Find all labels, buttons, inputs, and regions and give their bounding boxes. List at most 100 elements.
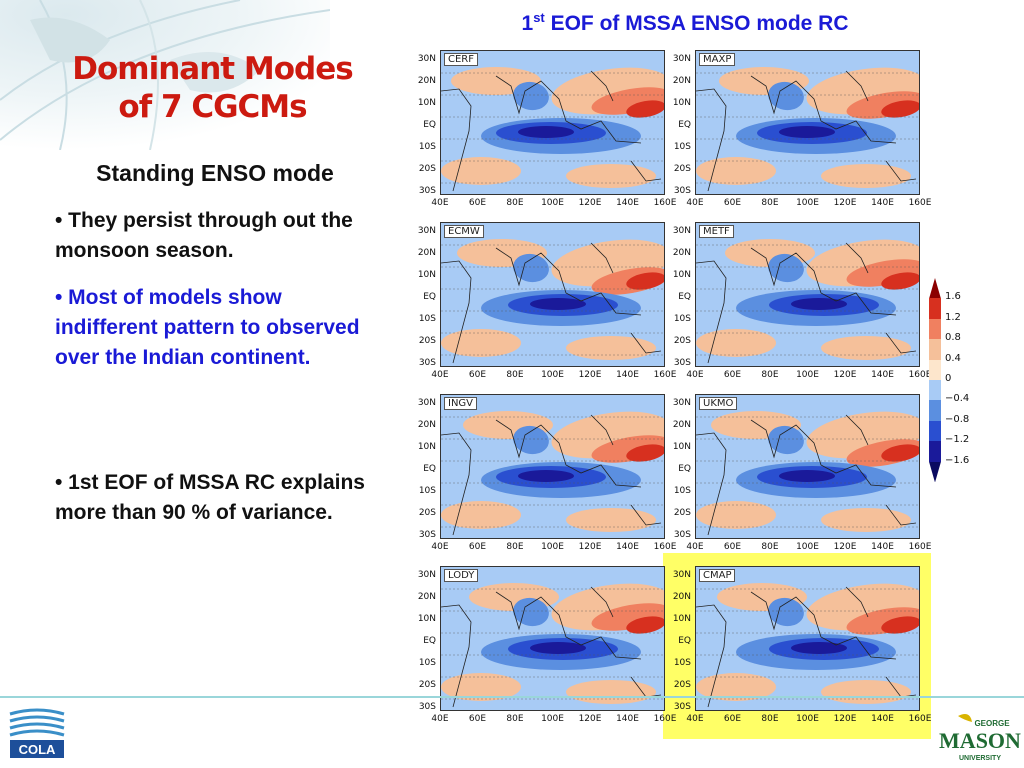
lat-tick-label: 20S (673, 680, 691, 690)
map-panel-label: UKMO (699, 397, 738, 410)
lat-tick-label: EQ (423, 636, 436, 646)
lon-tick-label: 160E (908, 542, 932, 552)
lat-tick-label: 30S (673, 530, 691, 540)
map-panel-lody: LODY 30N 20N 10N EQ 10S 20S 30S 40E 60E 80E 100E 120… (405, 566, 676, 736)
colorbar-label: −0.8 (945, 413, 970, 425)
lat-tick-label: EQ (678, 636, 691, 646)
anomaly-field (441, 67, 664, 192)
lat-tick-label: 20S (418, 508, 436, 518)
map-panel-label: ECMW (444, 225, 484, 238)
lat-tick-label: 20N (417, 76, 436, 86)
lon-tick-label: 140E (871, 542, 894, 552)
lon-tick-label: 100E (796, 370, 819, 380)
lon-tick-label: 140E (871, 714, 894, 724)
lon-tick-label: 80E (506, 198, 524, 208)
slide-subtitle: Standing ENSO mode (96, 160, 334, 186)
map-panel-label: LODY (444, 569, 479, 582)
bullet-2: • Most of models show indifferent patter… (55, 286, 360, 369)
map-panel-ukmo: UKMO 30N 20N 10N EQ 10S 20S 30S 40E 60E 80E 100E 120… (660, 394, 931, 564)
lon-tick-label: 40E (431, 714, 449, 724)
lat-tick-label: 10N (672, 614, 691, 624)
lon-tick-label: 80E (761, 198, 779, 208)
lat-tick-label: 20N (417, 248, 436, 258)
lon-tick-label: 100E (541, 198, 564, 208)
lon-tick-label: 140E (616, 370, 639, 380)
map-plot: CERF (440, 50, 665, 195)
lon-tick-label: 60E (723, 714, 742, 724)
lon-tick-label: 80E (506, 714, 524, 724)
lon-tick-label: 80E (761, 542, 779, 552)
globe-decoration (0, 0, 330, 150)
lon-tick-label: 100E (796, 714, 819, 724)
lat-tick-label: 10N (417, 270, 436, 280)
map-plot: MAXP (695, 50, 920, 195)
lon-tick-label: 140E (616, 714, 639, 724)
lat-tick-label: 10N (417, 442, 436, 452)
colorbar-segment (929, 278, 941, 299)
lon-tick-label: 40E (686, 370, 704, 380)
colorbar-segment (929, 441, 941, 463)
colorbar-segment (929, 420, 941, 442)
map-panel-ecmw: ECMW 30N 20N 10N EQ 10S 20S 30S 40E 60E 80E 100E 120… (405, 222, 676, 392)
lat-tick-label: 10N (417, 614, 436, 624)
footer-divider (0, 696, 1024, 698)
cola-logo-text: COLA (19, 742, 56, 757)
mason-logo-main: MASON (939, 728, 1021, 753)
colorbar-segment (929, 318, 941, 340)
lon-tick-label: 160E (908, 714, 932, 724)
lon-tick-label: 60E (468, 542, 487, 552)
slide-title: Dominant Modes of 7 CGCMs (20, 50, 405, 126)
colorbar-segment (929, 298, 941, 320)
lon-tick-label: 60E (468, 714, 487, 724)
lat-tick-label: 20N (672, 420, 691, 430)
lon-tick-label: 40E (431, 370, 449, 380)
lon-tick-label: 40E (686, 198, 704, 208)
map-panel-ingv: INGV 30N 20N 10N EQ 10S 20S 30S 40E 60E 80E 100E 120… (405, 394, 676, 564)
title-line-1: Dominant Modes (72, 51, 353, 87)
lon-tick-label: 60E (723, 198, 742, 208)
lon-tick-label: 100E (541, 542, 564, 552)
lat-tick-label: 30N (672, 398, 691, 408)
colorbar-label: 1.2 (945, 311, 961, 323)
lon-tick-label: 40E (431, 542, 449, 552)
lon-tick-label: 160E (908, 370, 932, 380)
lat-tick-label: 20N (672, 592, 691, 602)
lon-tick-label: 140E (616, 542, 639, 552)
lon-tick-label: 160E (653, 714, 677, 724)
mason-logo-bottom: UNIVERSITY (959, 755, 1001, 762)
lon-tick-label: 160E (908, 198, 932, 208)
lat-tick-label: 20S (418, 164, 436, 174)
lat-tick-label: 30N (672, 570, 691, 580)
lon-tick-label: 120E (833, 714, 857, 724)
lat-tick-label: 10S (673, 142, 691, 152)
mason-logo-top: GEORGE (974, 719, 1010, 728)
lon-tick-label: 100E (796, 542, 819, 552)
lat-tick-label: EQ (423, 120, 436, 130)
lat-tick-label: 30N (417, 54, 436, 64)
figure-title-rest: EOF of MSSA ENSO mode RC (544, 12, 849, 35)
lat-tick-label: EQ (423, 292, 436, 302)
lon-tick-label: 120E (833, 370, 857, 380)
lat-tick-label: 30S (673, 358, 691, 368)
mason-logo: GEORGE MASON UNIVERSITY (939, 714, 1021, 762)
anomaly-field (696, 411, 919, 536)
figure-title-prefix: 1 (521, 12, 534, 35)
anomaly-field (696, 583, 919, 708)
lat-tick-label: 10N (672, 270, 691, 280)
lon-tick-label: 60E (723, 370, 742, 380)
lat-tick-label: 30N (672, 226, 691, 236)
figure-title-sup: st (533, 10, 545, 25)
map-panel-metf: METF 30N 20N 10N EQ 10S 20S 30S 40E 60E 80E 100E 120… (660, 222, 931, 392)
lon-tick-label: 60E (468, 198, 487, 208)
lon-tick-label: 160E (653, 370, 677, 380)
map-plot: METF (695, 222, 920, 367)
title-line-2: of 7 CGCMs (118, 89, 307, 125)
lat-tick-label: 30S (418, 702, 436, 712)
lon-tick-label: 40E (431, 198, 449, 208)
lon-tick-label: 80E (506, 370, 524, 380)
map-panel-label: MAXP (699, 53, 736, 66)
lat-tick-label: 10S (418, 658, 436, 668)
lat-tick-label: 20S (673, 508, 691, 518)
lat-tick-label: 10N (672, 98, 691, 108)
lon-tick-label: 140E (871, 370, 894, 380)
